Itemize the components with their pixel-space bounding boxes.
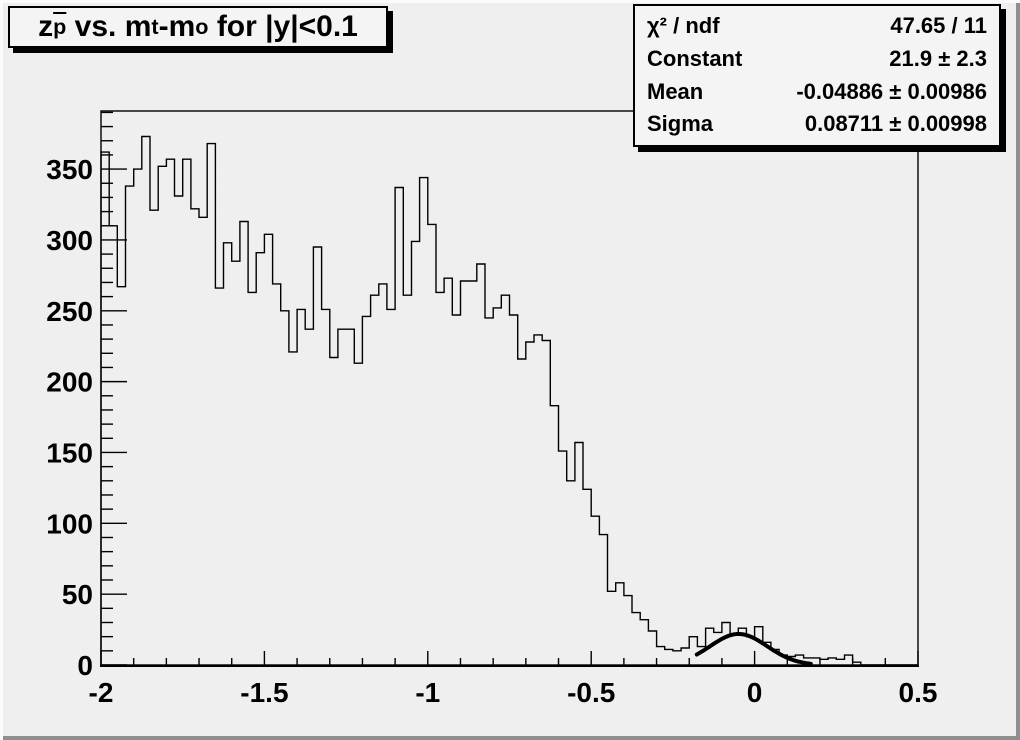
fit-stats-box: χ² / ndf 47.65 / 11 Constant 21.9 ± 2.3 … [633, 4, 1001, 147]
title-text-vs-m: vs. m [66, 10, 152, 43]
y-tick-label: 150 [46, 437, 93, 468]
title-text-z: z [38, 10, 54, 43]
stats-row-sigma: Sigma 0.08711 ± 0.00998 [635, 111, 999, 137]
y-tick-label: 350 [46, 154, 93, 185]
histogram-step-line [100, 135, 918, 666]
x-tick-label: -0.5 [567, 677, 615, 708]
gaussian-fit-curve [694, 632, 813, 666]
y-tick-label: 250 [46, 296, 93, 327]
x-tick-label: -1 [415, 677, 440, 708]
stats-value-chi2: 47.65 / 11 [890, 13, 987, 39]
y-tick-label: 50 [62, 579, 93, 610]
y-tick-label: 100 [46, 508, 93, 539]
y-tick-label: 200 [46, 367, 93, 398]
stats-value-mean: -0.04886 ± 0.00986 [796, 78, 987, 104]
stats-value-sigma: 0.08711 ± 0.00998 [804, 111, 987, 137]
stats-row-chi2: χ² / ndf 47.65 / 11 [635, 13, 999, 39]
y-tick-label: 0 [77, 650, 93, 681]
stats-row-mean: Mean -0.04886 ± 0.00986 [635, 79, 999, 105]
stats-label-sigma: Sigma [647, 111, 714, 137]
stats-label-chi2: χ² / ndf [647, 13, 720, 39]
x-tick-label: -2 [89, 677, 114, 708]
stats-value-constant: 21.9 ± 2.3 [889, 45, 987, 71]
stats-row-constant: Constant 21.9 ± 2.3 [635, 46, 999, 72]
title-text-for-y: for |y|<0.1 [208, 10, 358, 43]
title-sub-pbar: p [53, 14, 67, 40]
stats-label-mean: Mean [647, 78, 704, 104]
y-tick-label: 300 [46, 225, 93, 256]
x-tick-label: 0 [747, 677, 763, 708]
title-sub-o: o [195, 14, 209, 40]
title-sub-t: t [151, 14, 159, 40]
x-tick-label: 0.5 [899, 677, 938, 708]
x-tick-label: -1.5 [240, 677, 288, 708]
title-text-minus-m: -m [158, 10, 196, 43]
plot-frame [100, 110, 919, 666]
stats-label-constant: Constant [647, 45, 743, 71]
